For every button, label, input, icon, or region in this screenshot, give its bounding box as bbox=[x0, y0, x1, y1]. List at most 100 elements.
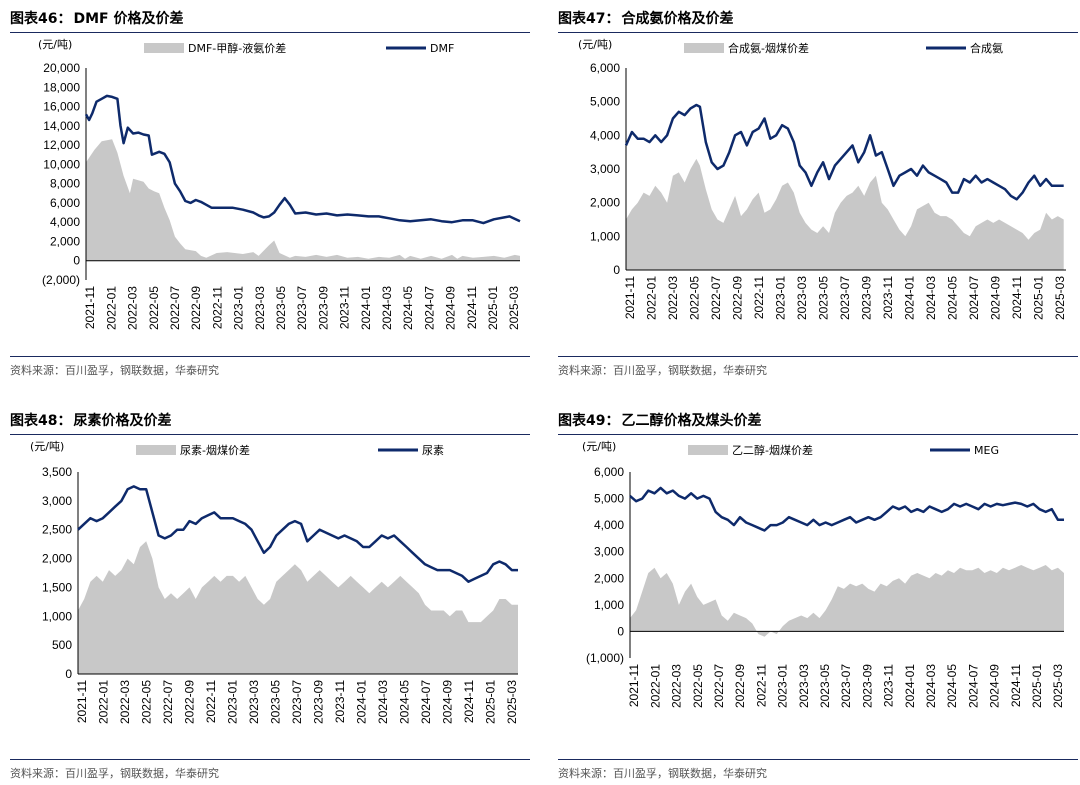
y-tick-label: 1,500 bbox=[42, 580, 72, 594]
x-tick-label: 2023-03 bbox=[797, 664, 811, 708]
x-tick-label: 2022-03 bbox=[666, 276, 680, 320]
unit-label: (元/吨) bbox=[38, 38, 72, 51]
y-tick-label: 0 bbox=[617, 624, 624, 638]
x-tick-label: 2024-07 bbox=[966, 664, 980, 708]
x-tick-label: 2022-07 bbox=[712, 664, 726, 708]
legend-label-area: 合成氨-烟煤价差 bbox=[728, 41, 809, 55]
unit-label: (元/吨) bbox=[578, 38, 612, 51]
legend-label-line: 尿素 bbox=[422, 444, 444, 457]
y-tick-label: 5,000 bbox=[590, 95, 620, 109]
y-tick-label: 500 bbox=[52, 638, 72, 652]
y-tick-label: 4,000 bbox=[594, 518, 624, 532]
y-tick-label: 6,000 bbox=[594, 465, 624, 479]
y-tick-label: 14,000 bbox=[43, 119, 80, 133]
y-tick-label: 4,000 bbox=[50, 215, 80, 229]
y-tick-label: (1,000) bbox=[586, 651, 624, 665]
x-tick-label: 2024-05 bbox=[398, 680, 412, 724]
legend-label-line: MEG bbox=[974, 444, 999, 457]
y-tick-label: 2,000 bbox=[50, 234, 80, 248]
x-tick-label: 2024-05 bbox=[946, 276, 960, 320]
x-tick-label: 2025-01 bbox=[1030, 664, 1044, 708]
x-tick-label: 2022-09 bbox=[189, 286, 203, 330]
x-tick-label: 2022-03 bbox=[670, 664, 684, 708]
y-tick-label: 6,000 bbox=[590, 61, 620, 75]
source-note: 资料来源：百川盈孚，钢联数据，华泰研究 bbox=[10, 356, 530, 378]
x-tick-label: 2022-09 bbox=[731, 276, 745, 320]
legend-swatch-area bbox=[144, 43, 184, 53]
y-tick-label: 3,000 bbox=[42, 494, 72, 508]
x-tick-label: 2023-01 bbox=[226, 680, 240, 724]
price-line bbox=[624, 103, 1064, 201]
y-tick-label: 10,000 bbox=[43, 157, 80, 171]
x-tick-label: 2021-11 bbox=[623, 276, 637, 319]
x-tick-label: 2024-09 bbox=[988, 664, 1002, 708]
x-tick-label: 2024-03 bbox=[380, 286, 394, 330]
legend-label-area: 尿素-烟煤价差 bbox=[180, 443, 250, 457]
x-tick-label: 2023-11 bbox=[338, 286, 352, 329]
x-tick-label: 2023-07 bbox=[839, 664, 853, 708]
x-tick-label: 2022-01 bbox=[104, 286, 118, 330]
x-tick-label: 2023-07 bbox=[290, 680, 304, 724]
y-tick-label: 1,000 bbox=[594, 598, 624, 612]
y-tick-label: 1,000 bbox=[42, 609, 72, 623]
panel-title: 图表47： 合成氨价格及价差 bbox=[558, 8, 1078, 33]
x-tick-label: 2024-01 bbox=[355, 680, 369, 724]
y-tick-label: 18,000 bbox=[43, 80, 80, 94]
x-tick-label: 2025-03 bbox=[1051, 664, 1065, 708]
x-tick-label: 2022-03 bbox=[126, 286, 140, 330]
x-tick-label: 2024-07 bbox=[967, 276, 981, 320]
x-tick-label: 2024-03 bbox=[376, 680, 390, 724]
y-tick-label: 3,500 bbox=[42, 465, 72, 479]
x-tick-label: 2023-09 bbox=[316, 286, 330, 330]
panel-title: 图表49： 乙二醇价格及煤头价差 bbox=[558, 410, 1078, 435]
x-tick-label: 2023-11 bbox=[333, 680, 347, 723]
x-tick-label: 2022-03 bbox=[118, 680, 132, 724]
x-tick-label: 2024-07 bbox=[419, 680, 433, 724]
x-tick-label: 2023-09 bbox=[312, 680, 326, 724]
y-tick-label: 12,000 bbox=[43, 138, 80, 152]
y-tick-label: 2,500 bbox=[42, 523, 72, 537]
y-tick-label: 6,000 bbox=[50, 196, 80, 210]
x-tick-label: 2023-09 bbox=[860, 664, 874, 708]
x-tick-label: 2024-05 bbox=[401, 286, 415, 330]
spread-area bbox=[78, 541, 518, 674]
x-tick-label: 2024-09 bbox=[989, 276, 1003, 320]
x-tick-label: 2025-01 bbox=[486, 286, 500, 330]
x-tick-label: 2021-11 bbox=[75, 680, 89, 723]
panel-fig49: 图表49： 乙二醇价格及煤头价差 (元/吨) 6,000 5,000 4,000 3,00… bbox=[558, 410, 1078, 780]
y-tick-label: 2,000 bbox=[590, 196, 620, 210]
panel-title: 图表46： DMF 价格及价差 bbox=[10, 8, 530, 33]
x-tick-label: 2022-01 bbox=[645, 276, 659, 320]
x-tick-label: 2023-05 bbox=[269, 680, 283, 724]
x-tick-label: 2025-03 bbox=[1053, 276, 1067, 320]
legend-label-area: 乙二醇-烟煤价差 bbox=[732, 443, 813, 457]
unit-label: (元/吨) bbox=[30, 440, 64, 453]
x-tick-label: 2025-03 bbox=[505, 680, 519, 724]
legend-swatch-area bbox=[688, 445, 728, 455]
y-tick-label: 8,000 bbox=[50, 177, 80, 191]
y-tick-label: 16,000 bbox=[43, 100, 80, 114]
x-tick-label: 2024-01 bbox=[903, 664, 917, 708]
y-tick-label: 3,000 bbox=[594, 545, 624, 559]
y-tick-label: 0 bbox=[73, 254, 80, 268]
x-tick-label: 2022-05 bbox=[140, 680, 154, 724]
x-tick-label: 2022-09 bbox=[183, 680, 197, 724]
legend-swatch-area bbox=[684, 43, 724, 53]
x-tick-label: 2022-01 bbox=[648, 664, 662, 708]
x-tick-label: 2023-07 bbox=[295, 286, 309, 330]
x-tick-label: 2025-01 bbox=[484, 680, 498, 724]
price-line bbox=[84, 94, 521, 225]
x-tick-label: 2023-03 bbox=[795, 276, 809, 320]
x-tick-label: 2023-05 bbox=[817, 276, 831, 320]
x-tick-label: 2024-11 bbox=[1010, 276, 1024, 319]
x-tick-label: 2024-11 bbox=[462, 680, 476, 723]
legend-label-area: DMF-甲醇-液氨价差 bbox=[188, 41, 286, 55]
x-tick-label: 2023-01 bbox=[232, 286, 246, 330]
x-tick-label: 2023-01 bbox=[776, 664, 790, 708]
y-tick-label: 2,000 bbox=[42, 552, 72, 566]
x-tick-label: 2025-01 bbox=[1032, 276, 1046, 320]
x-tick-label: 2022-11 bbox=[752, 276, 766, 319]
x-tick-label: 2024-01 bbox=[903, 276, 917, 320]
x-tick-label: 2022-05 bbox=[691, 664, 705, 708]
legend-swatch-area bbox=[136, 445, 176, 455]
